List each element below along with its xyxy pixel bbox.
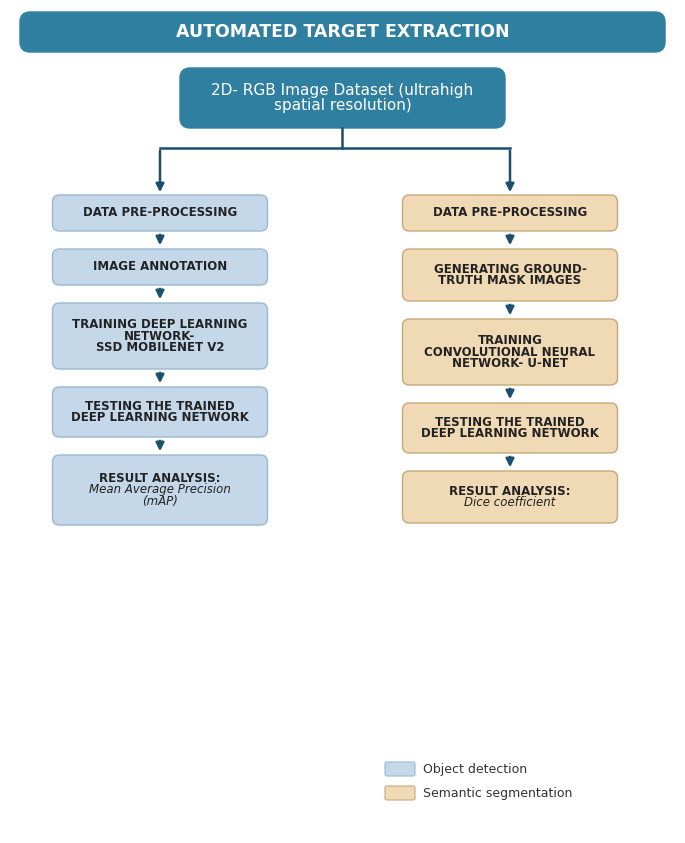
FancyBboxPatch shape [180, 68, 505, 128]
FancyBboxPatch shape [403, 249, 617, 301]
FancyBboxPatch shape [53, 455, 268, 525]
Text: AUTOMATED TARGET EXTRACTION: AUTOMATED TARGET EXTRACTION [175, 23, 510, 41]
FancyBboxPatch shape [403, 471, 617, 523]
Text: CONVOLUTIONAL NEURAL: CONVOLUTIONAL NEURAL [425, 346, 595, 358]
FancyBboxPatch shape [53, 303, 268, 369]
FancyBboxPatch shape [403, 403, 617, 453]
Text: NETWORK-: NETWORK- [125, 330, 196, 342]
Text: TRAINING: TRAINING [477, 334, 543, 346]
FancyBboxPatch shape [385, 762, 415, 776]
Text: RESULT ANALYSIS:: RESULT ANALYSIS: [99, 471, 221, 485]
Text: DATA PRE-PROCESSING: DATA PRE-PROCESSING [433, 207, 587, 219]
FancyBboxPatch shape [385, 786, 415, 800]
Text: IMAGE ANNOTATION: IMAGE ANNOTATION [93, 260, 227, 273]
Text: DATA PRE-PROCESSING: DATA PRE-PROCESSING [83, 207, 237, 219]
Text: Object detection: Object detection [423, 763, 527, 776]
FancyBboxPatch shape [53, 387, 268, 437]
Text: RESULT ANALYSIS:: RESULT ANALYSIS: [449, 485, 571, 497]
Text: DEEP LEARNING NETWORK: DEEP LEARNING NETWORK [71, 411, 249, 424]
Text: DEEP LEARNING NETWORK: DEEP LEARNING NETWORK [421, 427, 599, 440]
Text: 2D- RGB Image Dataset (ultrahigh: 2D- RGB Image Dataset (ultrahigh [212, 83, 473, 98]
Text: TESTING THE TRAINED: TESTING THE TRAINED [435, 416, 585, 428]
Text: (mAP): (mAP) [142, 496, 178, 508]
Text: TRAINING DEEP LEARNING: TRAINING DEEP LEARNING [73, 318, 248, 330]
FancyBboxPatch shape [53, 195, 268, 231]
FancyBboxPatch shape [53, 249, 268, 285]
Text: NETWORK- U-NET: NETWORK- U-NET [452, 357, 568, 370]
Text: Semantic segmentation: Semantic segmentation [423, 787, 573, 799]
FancyBboxPatch shape [403, 319, 617, 385]
Text: Mean Average Precision: Mean Average Precision [89, 484, 231, 497]
FancyBboxPatch shape [20, 12, 665, 52]
Text: GENERATING GROUND-: GENERATING GROUND- [434, 262, 586, 276]
Text: SSD MOBILENET V2: SSD MOBILENET V2 [96, 341, 224, 354]
Text: spatial resolution): spatial resolution) [273, 98, 412, 113]
FancyBboxPatch shape [403, 195, 617, 231]
Text: TRUTH MASK IMAGES: TRUTH MASK IMAGES [438, 275, 582, 287]
Text: TESTING THE TRAINED: TESTING THE TRAINED [85, 400, 235, 412]
Text: Dice coefficient: Dice coefficient [464, 497, 556, 509]
